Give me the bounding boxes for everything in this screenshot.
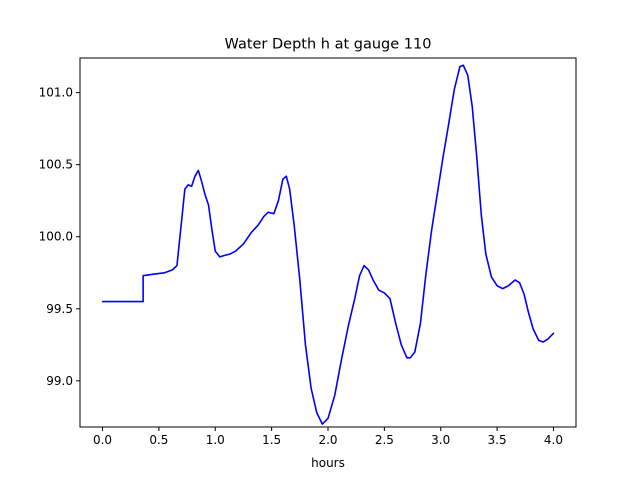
x-tick-label: 1.0 xyxy=(206,433,225,447)
y-tick-label: 99.5 xyxy=(46,302,73,316)
y-tick-label: 99.0 xyxy=(46,374,73,388)
y-axis: 99.0 99.5 100.0 100.5 101.0 xyxy=(39,86,80,388)
x-tick-label: 1.5 xyxy=(262,433,281,447)
x-tick-label: 3.5 xyxy=(488,433,507,447)
x-axis: 0.0 0.5 1.0 1.5 2.0 2.5 3.0 3.5 4.0 xyxy=(93,427,563,447)
x-tick-label: 3.0 xyxy=(431,433,450,447)
x-tick-label: 4.0 xyxy=(544,433,563,447)
chart-title: Water Depth h at gauge 110 xyxy=(225,37,432,53)
y-tick-label: 101.0 xyxy=(39,86,73,100)
plot-frame xyxy=(79,57,577,428)
series-line-0 xyxy=(101,64,555,425)
series-layer xyxy=(101,64,555,425)
x-tick-label: 2.0 xyxy=(318,433,337,447)
x-axis-label: hours xyxy=(311,456,345,470)
y-tick-label: 100.5 xyxy=(39,158,73,172)
x-tick-label: 2.5 xyxy=(375,433,394,447)
x-tick-label: 0.5 xyxy=(149,433,168,447)
x-tick-label: 0.0 xyxy=(93,433,112,447)
y-tick-label: 100.0 xyxy=(39,230,73,244)
